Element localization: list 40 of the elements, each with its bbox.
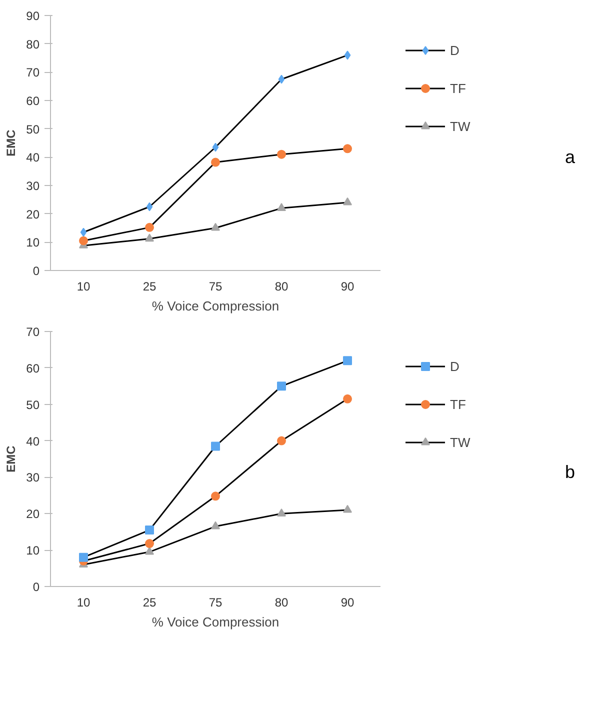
x-tick-label: 25: [142, 280, 156, 294]
y-tick-label: 30: [26, 470, 40, 485]
x-tick-label: 75: [208, 280, 222, 294]
legend-label: D: [450, 358, 460, 374]
legend-label: TF: [450, 396, 467, 412]
legend-label: TW: [450, 118, 470, 134]
x-tick-label: 80: [274, 280, 288, 294]
y-tick-label: 20: [26, 507, 40, 522]
x-tick-label: 90: [340, 280, 354, 294]
x-tick-label: 90: [340, 596, 354, 610]
x-tick-label: 80: [274, 596, 288, 610]
legend-label: D: [450, 42, 460, 58]
y-tick-label: 30: [26, 179, 40, 193]
x-tick-label: 10: [76, 596, 90, 610]
x-tick-label: 75: [208, 596, 222, 610]
text: b: [565, 461, 576, 484]
x-tick-label: 10: [76, 280, 90, 294]
y-tick-label: 70: [26, 66, 40, 80]
y-tick-label: 40: [26, 434, 40, 448]
x-axis-title: % Voice Compression: [152, 614, 280, 630]
y-tick-label: 0: [32, 264, 40, 278]
legend-label: TF: [450, 80, 467, 96]
y-tick-label: 90: [26, 9, 40, 23]
y-tick-label: 20: [26, 207, 40, 222]
y-axis-title: EMC: [4, 445, 18, 472]
y-tick-label: 70: [26, 325, 40, 339]
y-tick-label: 50: [26, 122, 40, 136]
y-tick-label: 10: [26, 544, 40, 558]
x-axis-title: % Voice Compression: [152, 298, 280, 314]
y-axis-title: EMC: [4, 129, 18, 156]
x-tick-label: 25: [142, 596, 156, 610]
y-tick-label: 0: [32, 580, 40, 594]
y-tick-label: 80: [26, 37, 40, 52]
y-tick-label: 40: [26, 150, 40, 165]
legend-label: TW: [450, 434, 470, 450]
y-tick-label: 60: [26, 94, 40, 108]
text: a: [565, 146, 576, 169]
y-tick-label: 50: [26, 398, 40, 412]
y-tick-label: 10: [26, 236, 40, 250]
y-tick-label: 60: [26, 361, 40, 376]
